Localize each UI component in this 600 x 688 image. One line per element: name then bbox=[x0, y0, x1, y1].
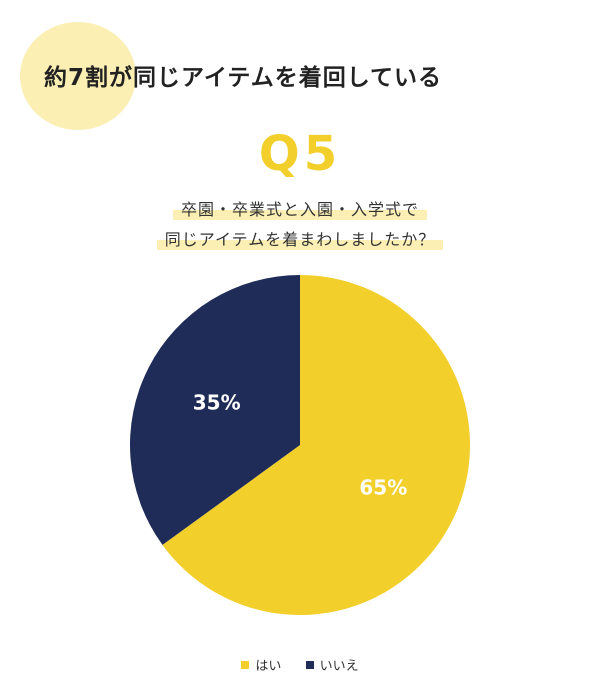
decorative-circle bbox=[20, 22, 136, 130]
pie-slice-yes bbox=[162, 275, 471, 615]
pie-label-no: 35% bbox=[193, 391, 241, 415]
legend-label-yes: はい bbox=[255, 659, 282, 674]
question-number: Q5 bbox=[258, 126, 342, 182]
pie-slice-no bbox=[129, 275, 300, 545]
legend-item-no: いいえ bbox=[305, 655, 359, 674]
legend-swatch-no bbox=[305, 660, 314, 669]
legend: はい いいえ bbox=[0, 655, 600, 674]
legend-item-yes: はい bbox=[241, 655, 281, 674]
headline: 約7割が同じアイテムを着回している bbox=[44, 65, 443, 91]
legend-label-no: いいえ bbox=[319, 659, 359, 674]
legend-swatch-yes bbox=[241, 660, 250, 669]
question-line-1: 卒園・卒業式と入園・入学式で bbox=[172, 196, 427, 220]
question-line-2: 同じアイテムを着まわしましたか？ bbox=[156, 226, 444, 250]
pie-label-yes: 65% bbox=[359, 475, 407, 499]
